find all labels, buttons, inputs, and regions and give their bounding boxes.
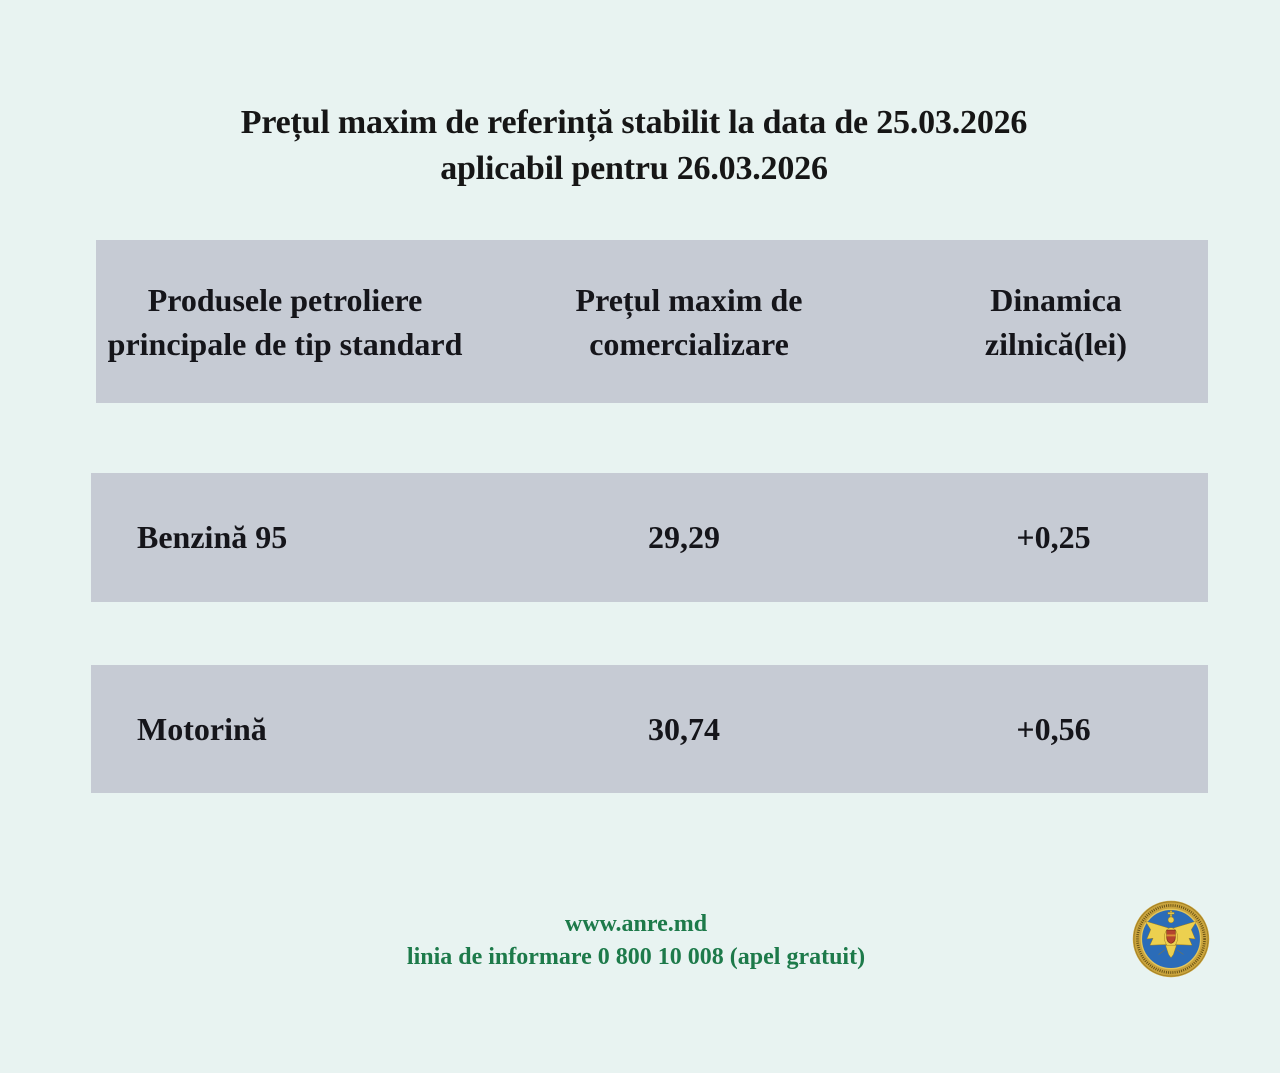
header-max-price: Prețul maxim de comercializare: [474, 240, 904, 403]
footer-infoline: linia de informare 0 800 10 008 (apel gr…: [406, 944, 866, 970]
page-title: Prețul maxim de referință stabilit la da…: [0, 100, 1268, 192]
dynamic-cell: +0,25: [1016, 519, 1091, 555]
footer: www.anre.md linia de informare 0 800 10 …: [0, 908, 1272, 974]
header-daily-dynamic: Dinamica zilnică(lei): [904, 240, 1208, 403]
header-products: Produsele petroliere principale de tip s…: [96, 240, 474, 403]
dynamic-cell: +0,56: [1016, 710, 1091, 747]
title-line-2: aplicabil pentru 26.03.2026: [440, 150, 828, 187]
product-cell: Benzină 95: [137, 519, 288, 555]
footer-website: www.anre.md: [564, 911, 708, 937]
price-cell: 29,29: [648, 519, 720, 555]
title-line-1: Prețul maxim de referință stabilit la da…: [240, 104, 1028, 141]
header-max-price-label: Prețul maxim de comercializare: [575, 281, 803, 362]
table-row-motorina: Motorină 30,74 +0,56: [91, 665, 1208, 793]
price-cell: 30,74: [648, 710, 720, 747]
product-cell: Motorină: [137, 710, 267, 747]
header-daily-dynamic-label: Dinamica zilnică(lei): [984, 281, 1128, 362]
anre-state-emblem-logo: [1132, 900, 1210, 978]
header-products-label: Produsele petroliere principale de tip s…: [107, 281, 463, 362]
table-row-benzina: Benzină 95 29,29 +0,25: [91, 473, 1208, 602]
table-header-row: Produsele petroliere principale de tip s…: [96, 240, 1208, 403]
